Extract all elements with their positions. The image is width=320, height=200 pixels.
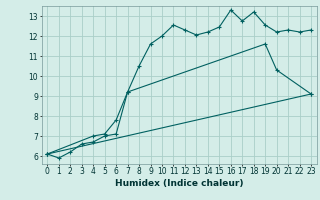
X-axis label: Humidex (Indice chaleur): Humidex (Indice chaleur) bbox=[115, 179, 244, 188]
